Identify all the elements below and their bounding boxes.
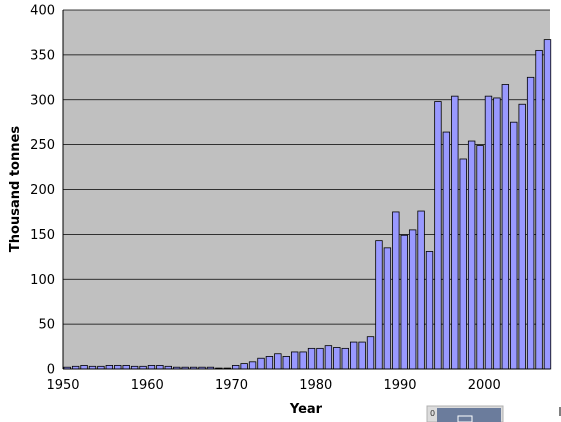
bar — [484, 95, 493, 370]
x-tick-label: 1950 — [46, 378, 79, 393]
bar — [383, 247, 392, 370]
bar — [248, 361, 257, 370]
grid-lines — [63, 9, 550, 325]
thumbnail-label: 0 — [430, 409, 435, 418]
bar — [417, 210, 425, 370]
bar — [80, 365, 88, 370]
bar — [324, 345, 333, 370]
x-tick-label: 2000 — [468, 378, 501, 393]
bar — [526, 76, 535, 370]
bar — [282, 356, 290, 370]
x-tick-label: 1980 — [299, 378, 332, 393]
bar — [265, 356, 274, 370]
bar — [375, 240, 383, 370]
y-tick-label: 400 — [30, 4, 55, 19]
bar — [467, 140, 476, 370]
x-tick-labels: 1950 1960 1970 1980 1990 2000 — [46, 378, 500, 393]
bar — [493, 97, 501, 370]
bar — [349, 341, 358, 370]
bar — [341, 347, 349, 370]
bar — [442, 131, 451, 370]
bar — [510, 121, 518, 370]
x-tick-label: 1960 — [131, 378, 164, 393]
bar — [105, 365, 114, 370]
y-tick-label: 350 — [30, 48, 55, 63]
bar — [156, 365, 164, 370]
y-tick-label: 250 — [30, 138, 55, 153]
bar — [535, 49, 543, 370]
bar — [518, 103, 526, 370]
y-axis-title: Thousand tonnes — [8, 126, 23, 252]
bar — [366, 336, 375, 370]
bar — [434, 101, 442, 370]
bar — [316, 347, 324, 370]
bar — [459, 158, 467, 370]
y-tick-label: 50 — [38, 318, 55, 333]
y-tick-label: 100 — [30, 273, 55, 288]
bar — [392, 211, 400, 370]
bar — [333, 347, 341, 370]
bar — [240, 363, 248, 370]
bar — [232, 365, 240, 370]
bar — [291, 351, 299, 370]
bar — [501, 84, 510, 370]
y-tick-labels: 0 50 100 150 200 250 300 350 400 — [30, 4, 55, 378]
y-tick-label: 150 — [30, 228, 55, 243]
bar — [543, 39, 552, 370]
x-tick-label: 1990 — [383, 378, 416, 393]
bar — [451, 95, 459, 370]
bar — [408, 229, 417, 370]
bar — [400, 234, 408, 370]
bar — [299, 351, 307, 370]
bar — [122, 365, 130, 370]
bars — [63, 39, 552, 370]
bar — [147, 365, 156, 370]
bar — [358, 341, 366, 370]
x-axis-title: Year — [289, 402, 323, 417]
bar — [307, 347, 316, 370]
y-tick-label: 0 — [47, 363, 55, 378]
partial-thumbnail: 0 — [426, 405, 504, 422]
bar — [114, 365, 122, 370]
y-tick-label: 200 — [30, 183, 55, 198]
x-tick-label: 1970 — [215, 378, 248, 393]
bar — [257, 357, 265, 370]
bar — [425, 251, 434, 370]
bar — [476, 145, 484, 370]
y-tick-label: 300 — [30, 93, 55, 108]
bar — [274, 353, 282, 370]
